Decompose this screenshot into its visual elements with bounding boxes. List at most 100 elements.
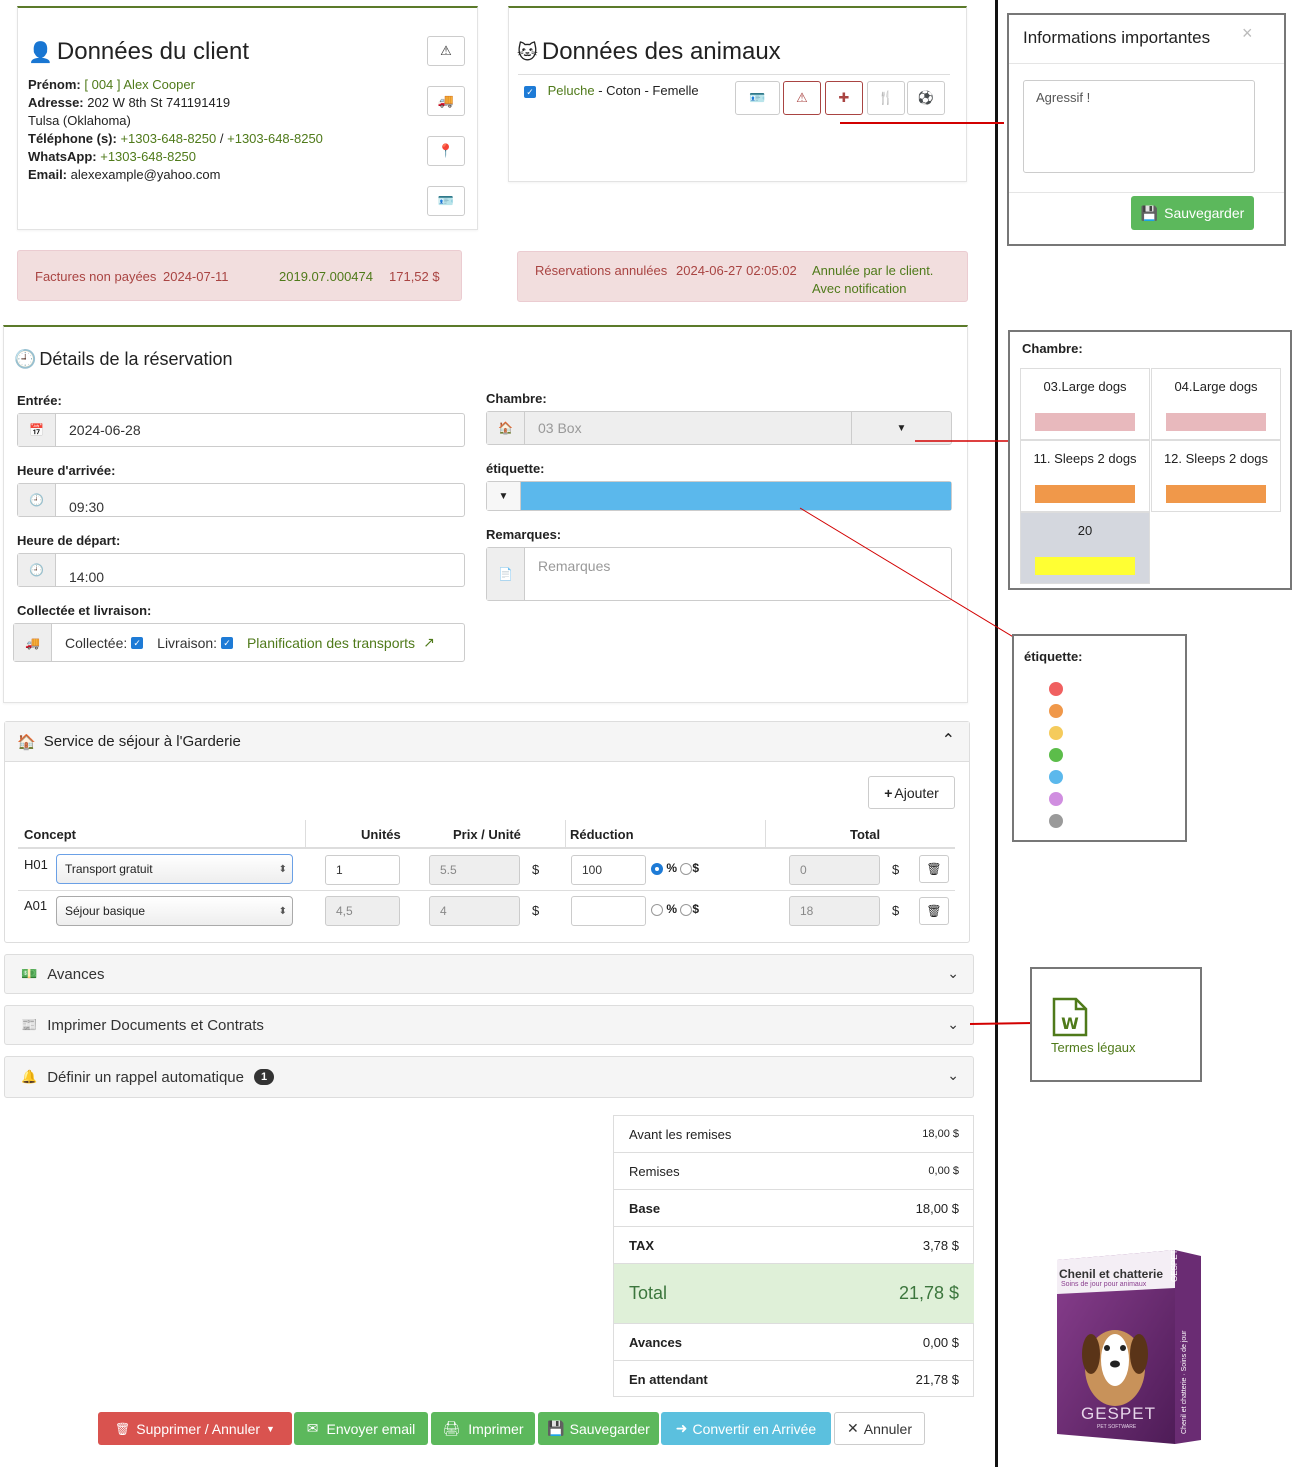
client-email: alexexample@yahoo.com [70, 167, 221, 182]
remarks-group: 📄 Remarques [486, 547, 952, 601]
room-tile[interactable]: 20 [1020, 512, 1150, 584]
send-email-button[interactable]: ✉ Envoyer email [294, 1412, 428, 1445]
bell-icon: 🔔 [21, 1069, 38, 1084]
animal-details: - Coton - Femelle [594, 83, 699, 98]
transport-planning-link[interactable]: Planification des transports [246, 634, 416, 651]
modal-save-button[interactable]: 💾 Sauvegarder [1131, 196, 1254, 230]
info-textarea[interactable]: Agressif ! [1023, 80, 1255, 173]
ball-icon: ⚽ [917, 90, 935, 105]
room-tile[interactable]: 03.Large dogs [1020, 368, 1150, 440]
dollar-radio[interactable] [680, 903, 693, 916]
trash-icon: 🗑 [115, 1421, 131, 1436]
save-button[interactable]: 💾 Sauvegarder [538, 1412, 659, 1445]
cutlery-icon: 🍴 [877, 90, 895, 105]
newspaper-icon: 📰 [21, 1017, 38, 1032]
trash-icon: 🗑 [926, 862, 942, 876]
plus-icon: + [884, 784, 893, 801]
user-icon: 👤 [28, 41, 53, 64]
concept-select[interactable]: Séjour basique [56, 896, 293, 926]
add-service-button[interactable]: + Ajouter [868, 776, 955, 809]
units-input[interactable]: 1 [325, 855, 400, 885]
units-input: 4,5 [325, 896, 400, 926]
map-marker-icon: 📍 [437, 143, 455, 158]
delete-row-button[interactable]: 🗑 [919, 855, 949, 883]
toy-button[interactable]: ⚽ [907, 81, 945, 115]
warning-button[interactable]: ⚠ [427, 36, 465, 66]
reduction-input[interactable]: 100 [571, 855, 646, 885]
rooms-box: Chambre: 03.Large dogs 04.Large dogs 11.… [1008, 330, 1292, 590]
legal-terms-link[interactable]: Termes légaux [1051, 1040, 1136, 1055]
label-color-option[interactable] [1049, 726, 1063, 740]
room-tile[interactable]: 12. Sleeps 2 dogs [1151, 440, 1281, 512]
close-icon[interactable]: × [1242, 23, 1253, 43]
client-name-link[interactable]: [ 004 ] Alex Cooper [84, 77, 195, 92]
entry-date-input[interactable]: 📅 2024-06-28 [17, 413, 465, 447]
percent-radio[interactable] [651, 862, 663, 875]
delete-row-button[interactable]: 🗑 [919, 897, 949, 925]
phone-link-2[interactable]: +1303-648-8250 [227, 131, 323, 146]
room-color-bar [1166, 413, 1266, 431]
whatsapp-link[interactable]: +1303-648-8250 [100, 149, 197, 164]
medkit-icon: ✚ [838, 90, 850, 105]
product-box-image: Chenil et chatterie Soins de jour pour a… [1057, 1248, 1201, 1446]
truck-icon: 🚚 [437, 93, 455, 108]
location-button[interactable]: 📍 [427, 136, 465, 166]
word-document-icon[interactable]: W [1052, 997, 1088, 1037]
service-header[interactable]: 🏠 Service de séjour à l'Garderie ⌃ [5, 722, 969, 762]
animal-name-link[interactable]: Peluche [547, 83, 595, 98]
transport-button[interactable]: 🚚 [427, 86, 465, 116]
delete-cancel-button[interactable]: 🗑 Supprimer / Annuler ▼ [98, 1412, 292, 1445]
room-color-bar [1035, 485, 1135, 503]
room-select[interactable]: 🏠 03 Box ▼ [486, 411, 952, 445]
food-button[interactable]: 🍴 [867, 81, 905, 115]
reduction-input[interactable] [571, 896, 646, 926]
label-color-option[interactable] [1049, 748, 1063, 762]
caret-down-icon: ▼ [266, 1423, 275, 1434]
labels-box: étiquette: [1012, 634, 1187, 842]
invoice-link[interactable]: 2019.07.000474 [279, 269, 373, 284]
convert-arrival-button[interactable]: ➜ Convertir en Arrivée [661, 1412, 831, 1445]
cancel-button[interactable]: ✕ Annuler [834, 1412, 925, 1445]
dollar-radio[interactable] [680, 862, 693, 875]
external-link-icon: ↗ [423, 634, 435, 650]
delivery-checkbox[interactable]: ✓ [220, 636, 233, 649]
departure-time-input[interactable]: 🕘 14:00 [17, 553, 465, 587]
label-color-option[interactable] [1049, 814, 1063, 828]
pickup-checkbox[interactable]: ✓ [131, 636, 144, 649]
calendar-icon: 📅 [18, 414, 56, 446]
close-icon: ✕ [847, 1420, 859, 1436]
room-tile[interactable]: 04.Large dogs [1151, 368, 1281, 440]
label-color-option[interactable] [1049, 792, 1063, 806]
label-color-option[interactable] [1049, 704, 1063, 718]
price-input: 4 [429, 896, 520, 926]
room-tile[interactable]: 11. Sleeps 2 dogs [1020, 440, 1150, 512]
medical-button[interactable]: ✚ [825, 81, 863, 115]
reservation-title: Détails de la réservation [39, 349, 233, 369]
advances-accordion[interactable]: 💵 Avances ⌄ [4, 954, 974, 994]
row-code: H01 [24, 857, 48, 872]
caret-down-icon: ▼ [851, 412, 951, 444]
label-select[interactable]: ▼ [486, 481, 952, 511]
summary-table: Avant les remises 18,00 $ Remises 0,00 $ B… [613, 1115, 974, 1397]
percent-radio[interactable] [651, 903, 663, 916]
phone-link-1[interactable]: +1303-648-8250 [120, 131, 217, 146]
label-color-option[interactable] [1049, 682, 1063, 696]
animal-card-button[interactable]: 🪪 [735, 81, 780, 115]
chevron-down-icon: ⌄ [947, 1067, 959, 1083]
concept-select[interactable]: Transport gratuit [56, 854, 293, 884]
clock-icon: 🕘 [18, 554, 56, 586]
animal-checkbox[interactable]: ✓ [524, 85, 536, 98]
reminder-accordion[interactable]: 🔔 Définir un rappel automatique 1 ⌄ [4, 1056, 974, 1098]
id-card-button[interactable]: 🪪 [427, 186, 465, 216]
warning-icon: ⚠ [440, 43, 452, 58]
print-button[interactable]: 🖨 Imprimer [431, 1412, 535, 1445]
print-documents-accordion[interactable]: 📰 Imprimer Documents et Contrats ⌄ [4, 1005, 974, 1045]
chevron-up-icon[interactable]: ⌃ [941, 732, 955, 749]
arrival-time-input[interactable]: 🕘 09:30 [17, 483, 465, 517]
remarks-textarea[interactable]: Remarques [538, 558, 611, 574]
animal-warning-button[interactable]: ⚠ [783, 81, 821, 115]
label-color-option[interactable] [1049, 770, 1063, 784]
print-icon: 🖨 [442, 1420, 461, 1436]
warning-icon: ⚠ [796, 90, 808, 105]
clock-icon: 🕘 [14, 349, 37, 369]
